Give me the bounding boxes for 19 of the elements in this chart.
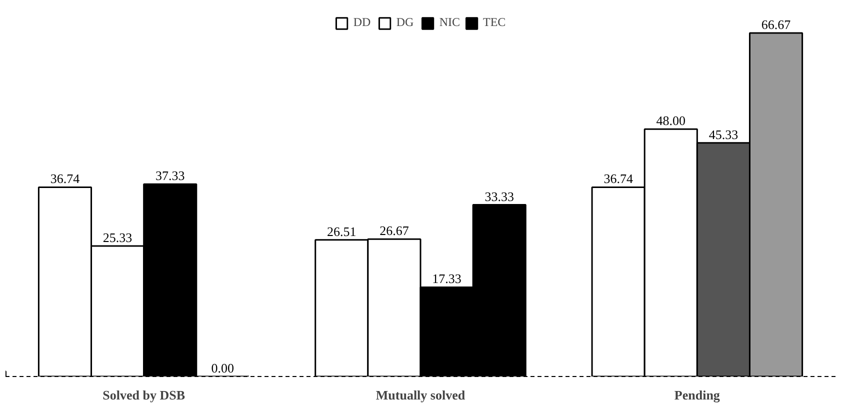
legend-label: NIC [439,15,460,30]
data-label: 36.74 [604,171,634,186]
data-label: 26.51 [327,224,356,239]
legend-label: TEC [483,15,506,30]
data-label: 25.33 [102,230,132,245]
legend-label: DD [353,15,372,30]
x-tick-label: Solved by DSB [102,388,186,402]
data-label: 36.74 [50,171,80,186]
data-label: 66.67 [761,16,792,32]
data-label: 17.33 [432,271,462,286]
data-label: 48.00 [656,113,686,128]
data-label: 0.00 [211,360,234,376]
data-label: 37.33 [155,168,185,184]
data-label: 45.33 [708,126,738,142]
x-tick-label: Mutually solved [376,388,466,402]
data-label: 33.33 [484,188,514,204]
x-tick-label: Pending [674,388,720,402]
legend-label: DG [396,15,415,30]
data-label: 26.67 [380,223,410,238]
